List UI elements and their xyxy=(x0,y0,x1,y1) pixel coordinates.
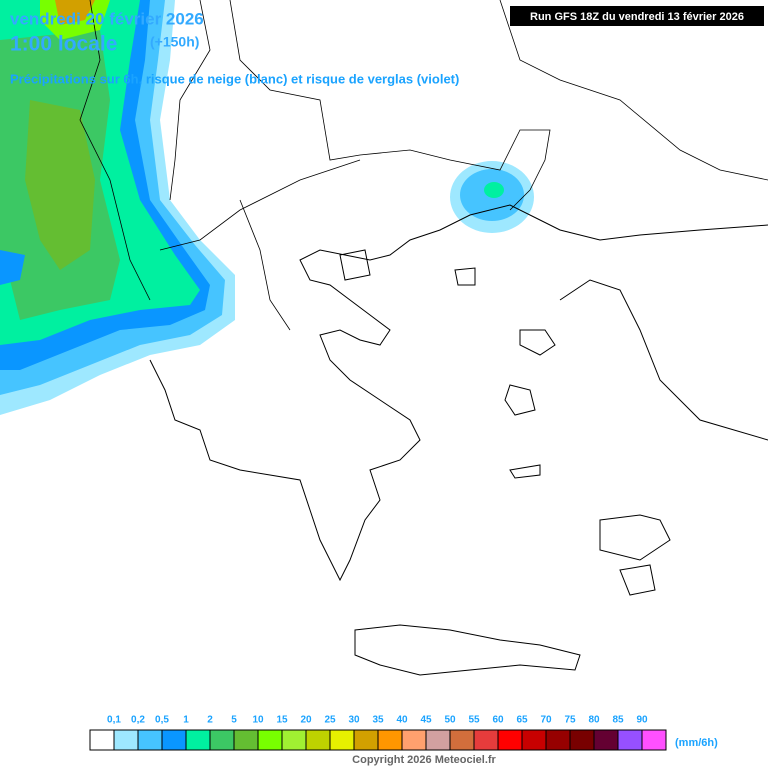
legend-swatch xyxy=(521,729,547,751)
legend-swatch xyxy=(305,729,331,751)
legend-unit: (mm/6h) xyxy=(675,737,718,749)
legend-swatch xyxy=(137,729,163,751)
legend-swatch xyxy=(377,729,403,751)
legend-label: 35 xyxy=(372,715,384,726)
legend-swatch xyxy=(497,729,523,751)
legend-swatch xyxy=(161,729,187,751)
legend-swatch xyxy=(617,729,643,751)
copyright: Copyright 2026 Meteociel.fr xyxy=(352,754,496,766)
run-info-box xyxy=(510,6,764,26)
subtitle: Précipitations sur 6h, risque de neige (… xyxy=(10,71,459,86)
legend-label: 20 xyxy=(300,715,312,726)
legend-label: 55 xyxy=(468,715,480,726)
legend-label: 60 xyxy=(492,715,504,726)
borders xyxy=(79,0,768,331)
legend-swatch xyxy=(449,729,475,751)
legend-label: 15 xyxy=(276,715,288,726)
legend-label: 90 xyxy=(636,715,648,726)
legend-label: 25 xyxy=(324,715,336,726)
legend-swatch xyxy=(89,729,115,751)
legend-swatch xyxy=(593,729,619,751)
legend-swatch xyxy=(353,729,379,751)
run-info: Run GFS 18Z du vendredi 13 février 2026 xyxy=(530,11,744,23)
legend-label: 45 xyxy=(420,715,432,726)
legend-label: 0,2 xyxy=(131,715,145,726)
legend-swatch xyxy=(209,729,235,751)
legend-swatch xyxy=(473,729,499,751)
legend-label: 65 xyxy=(516,715,528,726)
legend-swatch xyxy=(233,729,259,751)
legend-swatch xyxy=(425,729,451,751)
legend-label: 40 xyxy=(396,715,408,726)
legend-label: 0,5 xyxy=(155,715,169,726)
legend-swatch xyxy=(641,729,667,751)
legend-label: 50 xyxy=(444,715,456,726)
legend-label: 80 xyxy=(588,715,600,726)
legend-label: 75 xyxy=(564,715,576,726)
legend-swatch xyxy=(281,729,307,751)
legend-swatch xyxy=(257,729,283,751)
legend-label: 1 xyxy=(183,715,189,726)
local-time: 1:00 locale xyxy=(10,33,117,56)
coastlines xyxy=(149,204,768,676)
legend-label: 0,1 xyxy=(107,715,121,726)
legend-label: 2 xyxy=(207,715,213,726)
legend: 0,1 0,2 0,5 1 2 5 10 15 20 25 30 35 40 45 50 55 60 65 70 75… xyxy=(89,715,667,751)
precipitation xyxy=(0,0,534,415)
legend-label: 85 xyxy=(612,715,624,726)
legend-label: 70 xyxy=(540,715,552,726)
legend-label: 30 xyxy=(348,715,360,726)
lead-time: (+150h) xyxy=(150,34,199,50)
legend-swatch xyxy=(113,729,139,751)
legend-swatch xyxy=(185,729,211,751)
legend-swatch xyxy=(545,729,571,751)
date: vendredi 20 février 2026 xyxy=(10,9,204,28)
legend-swatch xyxy=(329,729,355,751)
legend-swatch xyxy=(401,729,427,751)
legend-label: 5 xyxy=(231,715,237,726)
legend-label: 10 xyxy=(252,715,264,726)
legend-swatch xyxy=(569,729,595,751)
